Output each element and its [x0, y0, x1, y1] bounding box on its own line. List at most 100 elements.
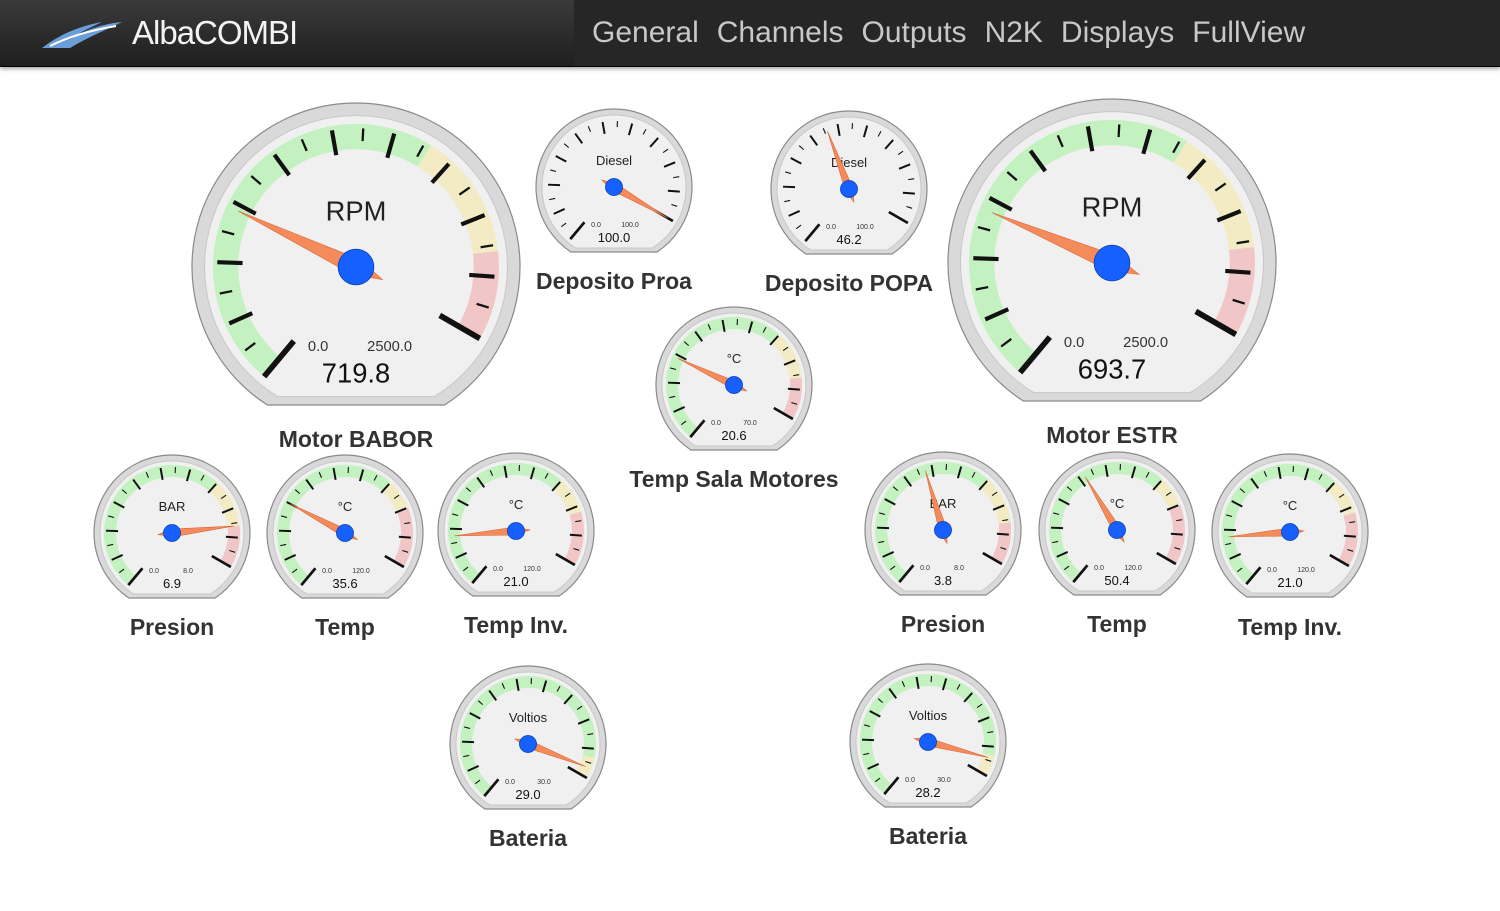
gauge-zone-green [1049, 461, 1163, 583]
gauge-minor-tick [879, 512, 886, 515]
gauge-minor-tick [1056, 134, 1064, 148]
gauge-svg: °C 0.0 120.050.4 [1038, 451, 1196, 596]
gauge-minor-tick [501, 683, 506, 689]
gauge-zone-green [875, 461, 989, 583]
main-nav: General Channels Outputs N2K Displays Fu… [574, 0, 1500, 66]
gauge-major-tick [159, 467, 164, 480]
nav-general[interactable]: General [592, 16, 699, 49]
gauge-major-tick [551, 481, 561, 492]
gauge-minor-tick [782, 346, 789, 352]
gauge-minor-tick [464, 726, 471, 729]
gauge-minor-tick [416, 145, 425, 158]
gauge-max-label: 120.0 [1124, 565, 1142, 572]
nav-fullview[interactable]: FullView [1192, 16, 1306, 49]
gauge-minor-tick [864, 724, 871, 727]
brand[interactable]: AlbaCOMBI [40, 8, 298, 58]
gauge-major-tick [992, 504, 1005, 511]
gauge-min-label: 0.0 [493, 566, 503, 573]
gauge-minor-tick [108, 515, 115, 518]
gauge-title: BAR [159, 499, 186, 514]
gauge-zone-red [1213, 247, 1255, 335]
gauge-major-tick [888, 688, 898, 699]
gauge-minor-tick [1052, 540, 1059, 544]
gauge-estr-presion: BAR 0.0 8.0 3.8 [864, 451, 1022, 597]
nav-channels[interactable]: Channels [716, 16, 844, 49]
nav-outputs[interactable]: Outputs [861, 16, 967, 49]
gauge-minor-tick [784, 199, 791, 203]
gauge-minor-tick [707, 324, 712, 330]
gauge-major-tick [783, 359, 796, 366]
gauge-minor-tick [476, 302, 490, 309]
gauge-minor-tick [822, 128, 827, 134]
gauge-minor-tick [281, 515, 288, 518]
gauge-max-label: 120.0 [523, 566, 541, 573]
gauge-major-tick [977, 716, 990, 723]
gauge-major-tick [941, 678, 948, 691]
gauge-minor-tick [549, 197, 556, 201]
gauge-min-label: 0.0 [905, 777, 915, 784]
gauge-minor-tick [908, 178, 915, 181]
gauge-major-tick [804, 223, 821, 242]
gauge-babor-bateria: Voltios 0.0 30.0 29.0 [449, 665, 607, 811]
gauge-major-tick [471, 565, 488, 584]
gauge-major-tick [882, 551, 895, 558]
gauge-major-tick [225, 535, 238, 539]
gauge-minor-tick [231, 522, 238, 525]
gauge-value: 6.9 [163, 576, 181, 591]
gauge-zone-yellow [1327, 481, 1356, 516]
gauge-minor-tick [1172, 141, 1181, 154]
gauge-major-tick [903, 476, 913, 487]
gauge-minor-tick [587, 733, 594, 736]
gauge-major-tick [1229, 553, 1242, 560]
gauge-minor-tick [452, 513, 459, 516]
gauge-major-tick [898, 564, 915, 583]
gauge-minor-tick [662, 148, 669, 154]
gauge-major-tick [430, 162, 451, 185]
gauge-title: Voltios [909, 708, 948, 723]
gauge-minor-tick [219, 289, 233, 295]
gauge-major-tick [394, 507, 407, 514]
gauge-minor-tick [1232, 298, 1246, 305]
gauge-major-tick [1339, 506, 1352, 513]
gauge-minor-tick [874, 777, 881, 783]
gauge-title: RPM [326, 196, 387, 227]
gauge-label: Deposito POPA [764, 270, 934, 296]
gauge-value: 20.6 [721, 428, 746, 443]
gauge-minor-tick [587, 126, 592, 132]
gauge-minor-tick [669, 395, 676, 399]
gauge-minor-tick [1006, 171, 1018, 182]
gauge-major-tick [1325, 482, 1335, 493]
gauge-major-tick [221, 507, 234, 514]
gauge-minor-tick [793, 374, 800, 377]
nav-n2k[interactable]: N2K [984, 16, 1043, 49]
gauge-major-tick [567, 765, 588, 780]
gauge-minor-tick [585, 761, 592, 764]
gauge-major-tick [555, 155, 567, 163]
nav-displays[interactable]: Displays [1060, 16, 1175, 49]
gauge-major-tick [1245, 566, 1262, 585]
gauge-major-tick [488, 690, 498, 701]
gauge-zone-green [1222, 463, 1336, 585]
gauge-motor-estr: RPM 0.0 2500.0 693.7 [946, 98, 1278, 403]
gauge-major-tick [930, 464, 935, 477]
gauge-minor-tick [897, 150, 904, 156]
gauge-label: Temp [315, 614, 375, 640]
gauge-major-tick [469, 272, 495, 279]
gauge-major-tick [581, 746, 594, 750]
gauge-max-label: 30.0 [937, 777, 951, 784]
gauge-value: 3.8 [934, 573, 952, 588]
gauge-major-tick [1303, 468, 1310, 481]
gauge-minor-tick [1002, 519, 1009, 522]
gauge-major-tick [455, 552, 468, 559]
gauge-estr-temp-inv: °C 0.0 120.0 21.0 [1211, 453, 1369, 599]
gauge-major-tick [1216, 209, 1242, 223]
gauge-label: Bateria [889, 823, 967, 849]
gauge-hub [919, 733, 937, 751]
gauge-label: Motor BABOR [278, 426, 434, 452]
gauge-major-tick [967, 763, 988, 778]
gauge-hub [725, 376, 743, 394]
gauge-major-tick [565, 505, 578, 512]
gauge-minor-tick [1000, 338, 1012, 348]
gauge-minor-tick [680, 420, 687, 426]
gauge-major-tick [305, 479, 315, 490]
